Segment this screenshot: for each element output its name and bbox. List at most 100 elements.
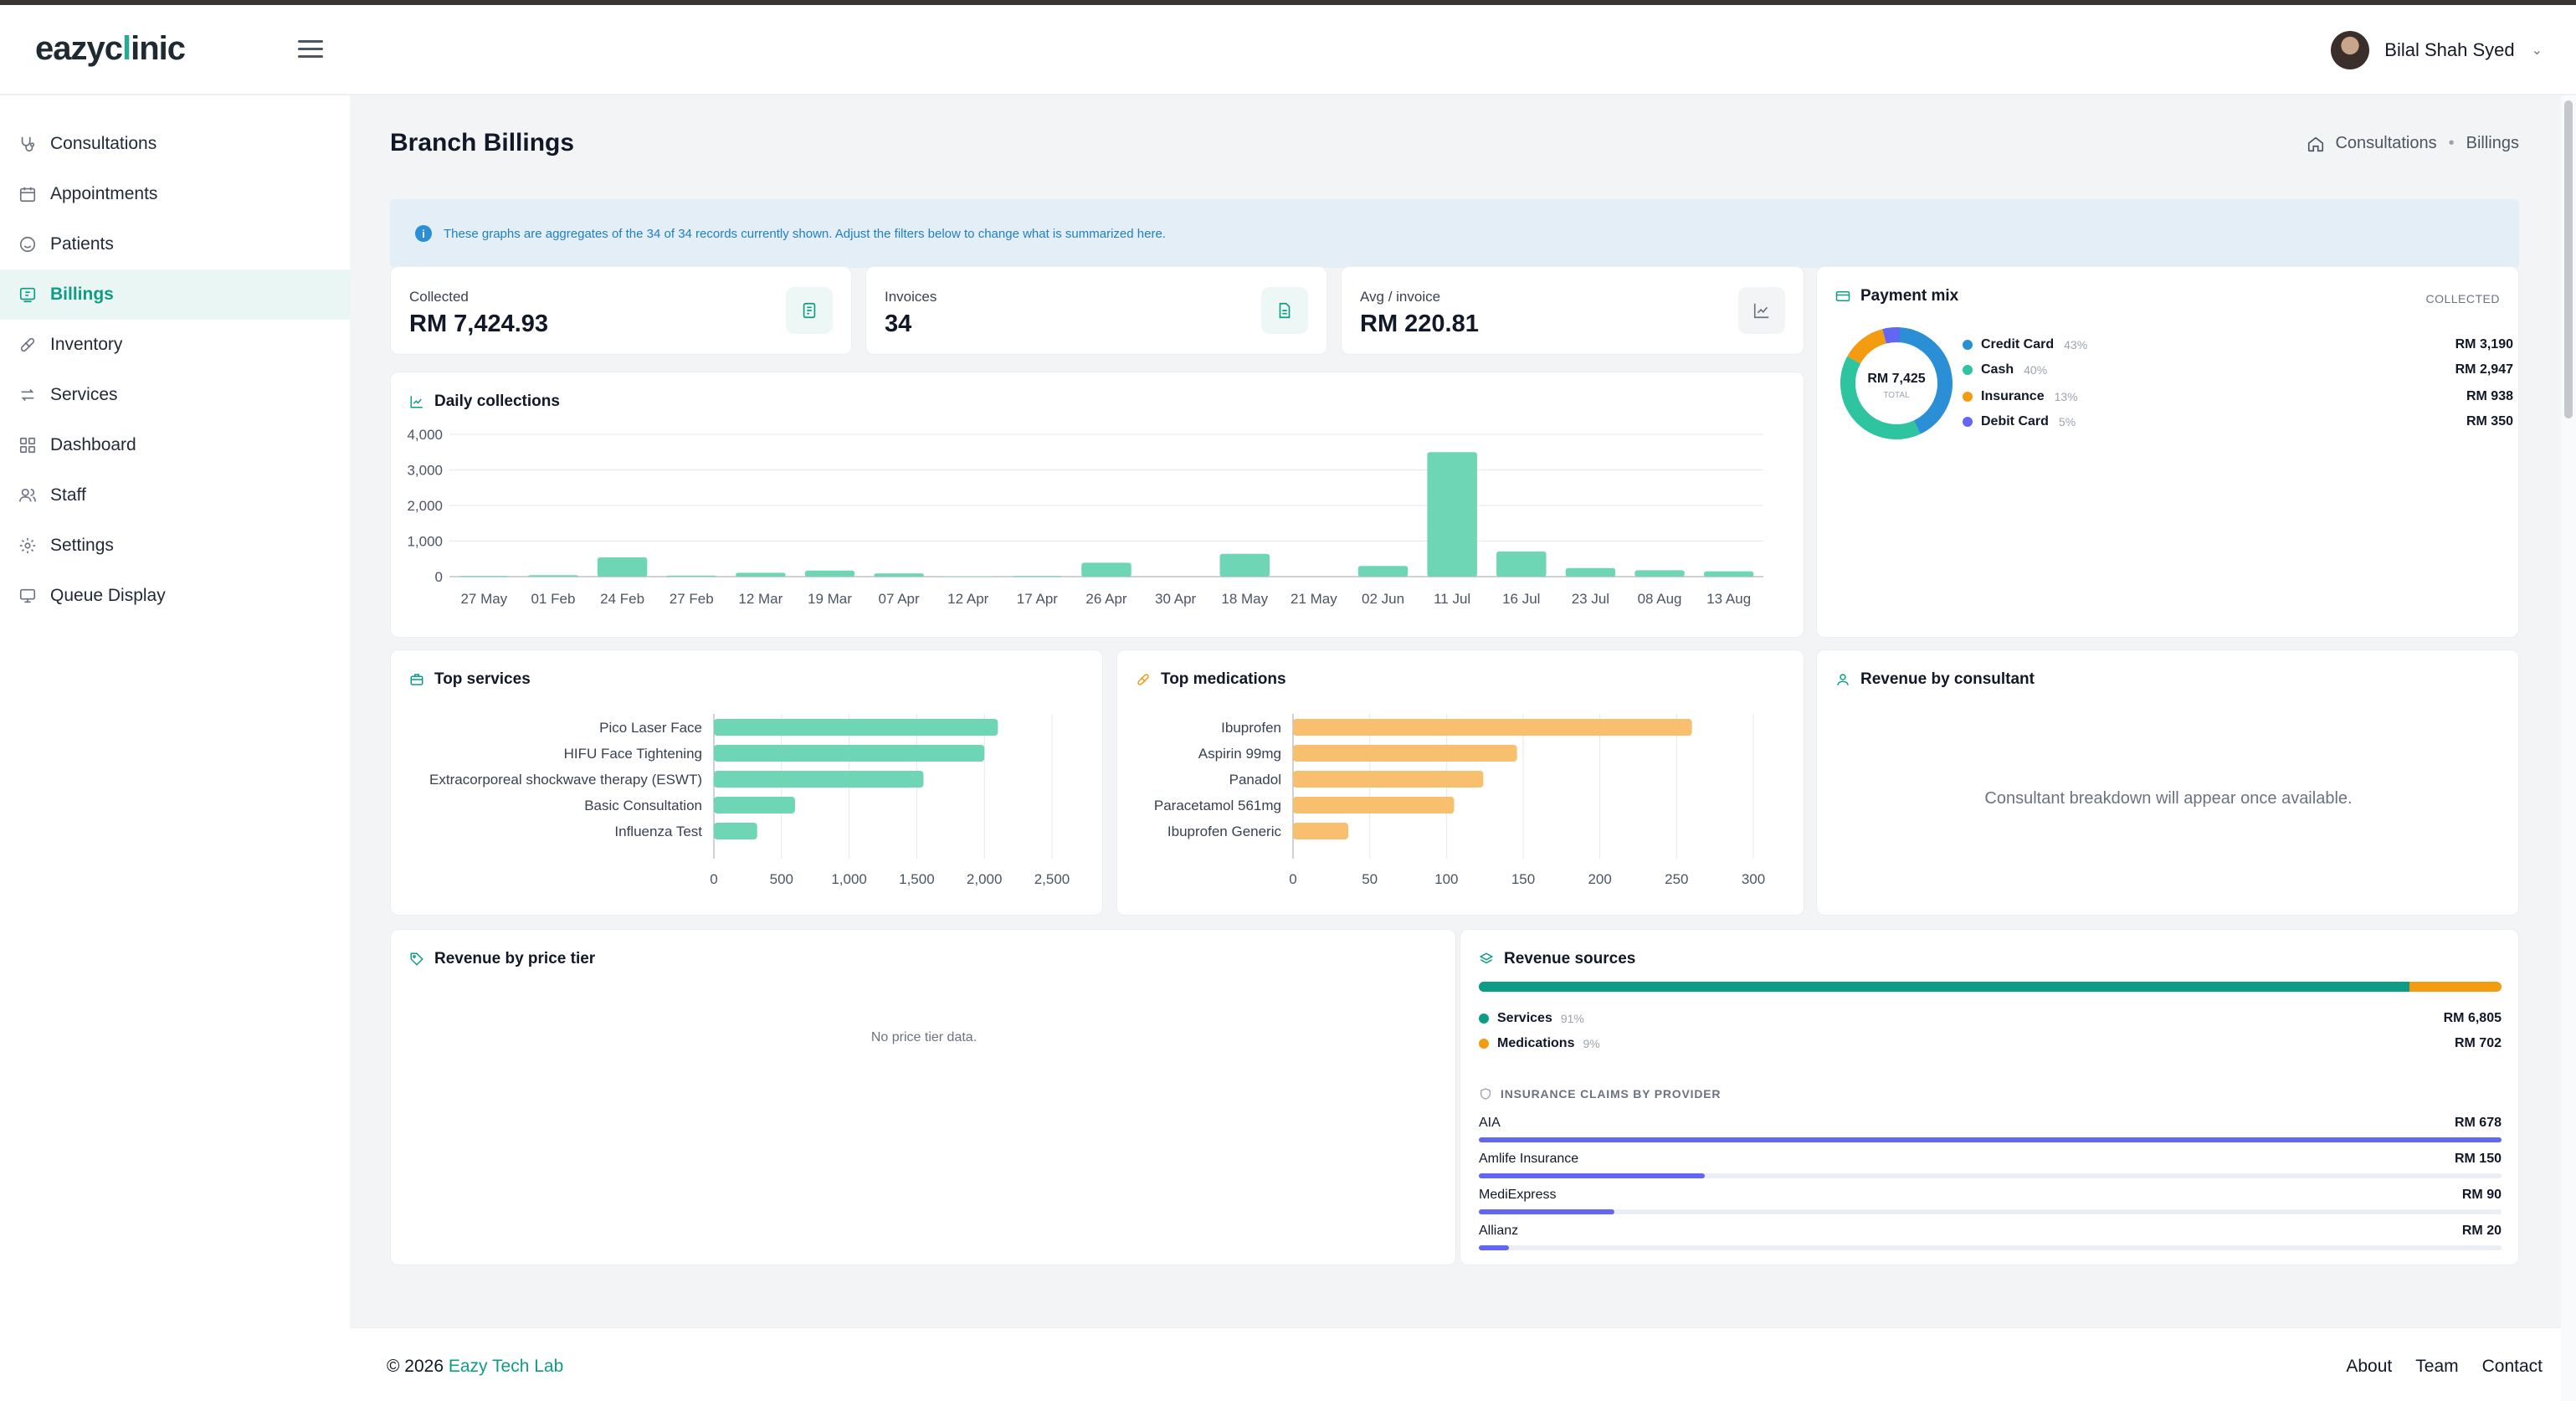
claim-progress-track <box>1479 1209 2502 1214</box>
donut-slice <box>1847 329 1887 364</box>
tag-icon <box>410 952 423 966</box>
payment-mix-donut: RM 7,425 TOTAL <box>1840 327 1953 439</box>
claim-provider-name: AIA <box>1479 1116 1501 1130</box>
bar[interactable] <box>528 575 578 577</box>
bar[interactable] <box>1219 553 1270 577</box>
x-tick-label: 150 <box>1511 871 1535 887</box>
bar[interactable] <box>1293 797 1455 813</box>
bar[interactable] <box>1496 551 1547 577</box>
bar[interactable] <box>714 797 795 813</box>
avatar <box>2331 31 2370 69</box>
sidebar-item-consultations[interactable]: Consultations <box>0 119 350 169</box>
footer-link-contact[interactable]: Contact <box>2481 1357 2543 1376</box>
x-tick-label: 12 Apr <box>947 591 988 607</box>
kpi-value: RM 220.81 <box>1360 310 1479 337</box>
x-tick-label: 12 Mar <box>738 591 783 607</box>
footer-link-about[interactable]: About <box>2346 1357 2393 1376</box>
bar[interactable] <box>1427 452 1477 577</box>
bar[interactable] <box>1293 745 1517 762</box>
claim-progress-fill <box>1479 1173 1706 1178</box>
insurance-claim-row: Amlife Insurance RM 150 <box>1479 1150 2502 1187</box>
x-tick-label: 300 <box>1742 871 1765 887</box>
x-tick-label: 16 Jul <box>1502 591 1540 607</box>
sidebar-item-billings[interactable]: Billings <box>0 269 350 320</box>
claim-amount: RM 90 <box>2461 1188 2502 1202</box>
bar[interactable] <box>736 572 786 577</box>
payment-mix-card: Payment mix COLLECTED RM 7,425 TOTAL Cre… <box>1816 266 2519 638</box>
home-icon[interactable] <box>2307 135 2325 153</box>
claim-progress-fill <box>1479 1245 1510 1250</box>
main-content: Branch Billings Consultations • Billings… <box>350 95 2561 1401</box>
footer-brand-link[interactable]: Eazy Tech Lab <box>448 1357 564 1376</box>
bar[interactable] <box>1634 570 1685 577</box>
claim-amount: RM 150 <box>2454 1152 2502 1166</box>
x-tick-label: 27 May <box>460 591 507 607</box>
x-tick-label: 2,500 <box>1034 871 1070 887</box>
page-title: Branch Billings <box>390 129 575 157</box>
footer-links: About Team Contact <box>2346 1357 2543 1377</box>
bar[interactable] <box>804 570 855 577</box>
kpi-invoices-card: Invoices 34 <box>865 266 1327 355</box>
stethoscope-icon <box>18 135 37 153</box>
bar[interactable] <box>666 575 716 577</box>
pill-icon <box>1137 674 1149 685</box>
scrollbar-thumb[interactable] <box>2564 100 2573 418</box>
claim-provider-name: MediExpress <box>1479 1188 1557 1202</box>
sidebar-item-inventory[interactable]: Inventory <box>0 320 350 370</box>
insurance-claim-row: Allianz RM 20 <box>1479 1222 2502 1259</box>
calendar-icon <box>18 185 37 203</box>
sidebar-item-queue-display[interactable]: Queue Display <box>0 571 350 621</box>
card-title: Revenue by consultant <box>1835 670 2035 689</box>
bar[interactable] <box>597 557 648 577</box>
bar[interactable] <box>459 576 510 577</box>
bar[interactable] <box>1703 571 1754 577</box>
kpi-value: 34 <box>885 310 912 337</box>
category-label: HIFU Face Tightening <box>564 746 702 762</box>
x-tick-label: 2,000 <box>967 871 1003 887</box>
trend-icon <box>1738 287 1785 334</box>
x-tick-label: 30 Apr <box>1155 591 1196 607</box>
bar[interactable] <box>1357 566 1409 577</box>
bar[interactable] <box>714 771 924 788</box>
bar[interactable] <box>1081 562 1131 577</box>
breadcrumb: Consultations • Billings <box>2307 134 2519 153</box>
daily-collections-card: Daily collections 4,000 3,000 2,000 1,000 0 2… <box>390 372 1804 638</box>
app-logo[interactable]: eazyclinic <box>35 30 186 67</box>
top-medications-card: Top medications 0 50 100 150 200 250 300 Ibupro… <box>1116 649 1804 916</box>
bar[interactable] <box>714 719 998 736</box>
sidebar-item-appointments[interactable]: Appointments <box>0 169 350 219</box>
breadcrumb-consultations[interactable]: Consultations <box>2335 134 2437 152</box>
bar[interactable] <box>1293 823 1348 839</box>
claim-amount: RM 678 <box>2454 1116 2502 1130</box>
x-tick-label: 17 Apr <box>1017 591 1058 607</box>
sidebar-item-services[interactable]: Services <box>0 370 350 420</box>
bar[interactable] <box>874 573 924 577</box>
page-scrollbar[interactable] <box>2561 95 2576 1401</box>
menu-toggle-icon[interactable] <box>298 40 323 59</box>
receipt-icon <box>786 287 833 334</box>
x-tick-label: 100 <box>1434 871 1458 887</box>
bar[interactable] <box>1293 771 1484 788</box>
claim-progress-fill <box>1479 1209 1615 1214</box>
category-label: Panadol <box>1229 772 1281 788</box>
bar[interactable] <box>1565 567 1616 577</box>
sidebar-item-dashboard[interactable]: Dashboard <box>0 420 350 470</box>
category-label: Basic Consultation <box>584 798 702 813</box>
sidebar-item-settings[interactable]: Settings <box>0 521 350 571</box>
bar[interactable] <box>1293 719 1692 736</box>
payment-row-cash: Cash 40% RM 2,947 <box>1963 357 2513 382</box>
payment-row-credit-card: Credit Card 43% RM 3,190 <box>1963 332 2513 357</box>
x-tick-label: 26 Apr <box>1085 591 1126 607</box>
bar[interactable] <box>1012 576 1063 577</box>
footer-link-team[interactable]: Team <box>2415 1357 2459 1376</box>
source-row-services: Services 91% RM 6,805 <box>1479 1007 2502 1030</box>
sidebar-item-patients[interactable]: Patients <box>0 219 350 269</box>
window-top-edge <box>0 0 2576 5</box>
bar[interactable] <box>714 823 757 839</box>
sidebar-item-staff[interactable]: Staff <box>0 470 350 521</box>
category-label: Extracorporeal shockwave therapy (ESWT) <box>429 772 702 788</box>
revenue-by-consultant-card: Revenue by consultant Consultant breakdo… <box>1816 649 2519 916</box>
user-menu[interactable]: Bilal Shah Syed ⌄ <box>2331 30 2543 70</box>
kpi-avg-invoice-card: Avg / invoice RM 220.81 <box>1341 266 1804 355</box>
bar[interactable] <box>714 745 985 762</box>
